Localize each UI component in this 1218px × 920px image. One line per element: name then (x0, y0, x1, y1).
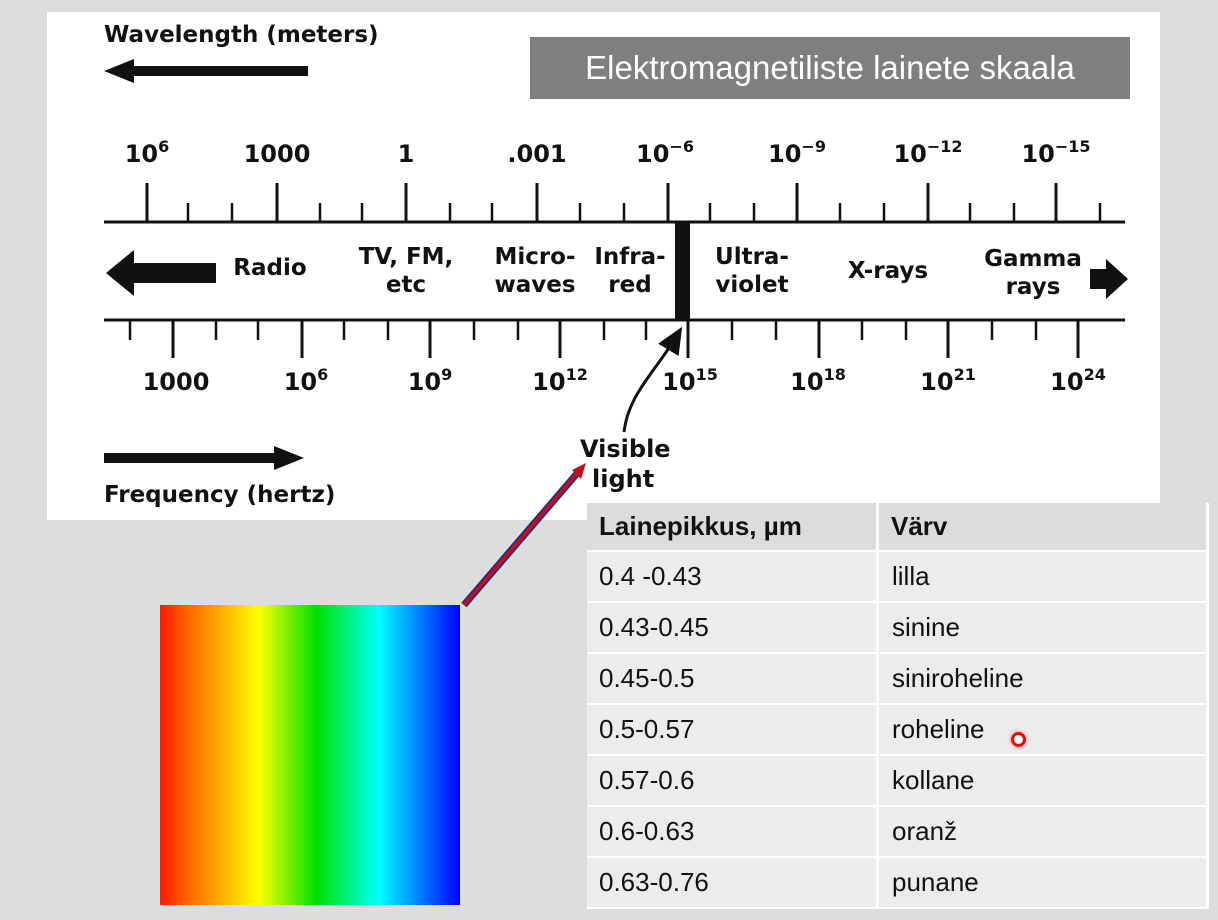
wavelength-direction-arrow (104, 59, 308, 83)
color-name-cell: sinine (877, 602, 1209, 654)
color-name-cell: oranž (877, 806, 1209, 858)
color-name-cell: punane (877, 857, 1209, 909)
column-header-wavelength: Lainepikkus, µm (587, 503, 879, 552)
left-arrow-icon (106, 250, 216, 296)
frequency-direction-arrow (104, 446, 304, 470)
wavelength-range-cell: 0.6-0.63 (587, 806, 879, 858)
table-row: 0.43-0.45 sinine (587, 602, 1209, 654)
wavelength-axis-label: Wavelength (meters) (104, 22, 379, 48)
color-name-cell: lilla (877, 551, 1209, 603)
frequency-axis-label: Frequency (hertz) (104, 482, 335, 508)
visible-spectrum-swatch (160, 605, 460, 905)
wavelength-range-cell: 0.4 -0.43 (587, 551, 879, 603)
band-label: TV, FM, etc (359, 244, 454, 298)
table-row: 0.5-0.57 roheline (587, 704, 1209, 756)
wavelength-range-cell: 0.57-0.6 (587, 755, 879, 807)
table-row: 0.4 -0.43 lilla (587, 551, 1209, 603)
frequency-tick-label: 1024 (1050, 365, 1106, 396)
table-row: 0.63-0.76 punane (587, 857, 1209, 909)
color-name-cell: siniroheline (877, 653, 1209, 705)
wavelength-tick-label: 106 (125, 137, 170, 168)
frequency-tick-label: 1000 (143, 368, 210, 396)
frequency-tick-label: 1021 (920, 365, 976, 396)
wavelength-tick-label: 10−15 (1021, 137, 1090, 168)
visible-light-band (675, 222, 690, 320)
right-arrow-icon (1090, 259, 1128, 299)
frequency-tick-label: 106 (284, 365, 329, 396)
wavelength-range-cell: 0.43-0.45 (587, 602, 879, 654)
wavelength-tick-label: 10−9 (768, 137, 826, 168)
band-label: Infra-red (594, 244, 665, 298)
slide-title: Elektromagnetiliste lainete skaala (530, 37, 1130, 99)
band-label: X-rays (848, 258, 928, 284)
color-name-cell: roheline (877, 704, 1209, 756)
frequency-tick-label: 1012 (532, 365, 588, 396)
wavelength-tick-label: .001 (507, 140, 566, 168)
band-label: Micro-waves (494, 244, 575, 298)
wavelength-tick-label: 1 (398, 140, 415, 168)
table-header-row: Lainepikkus, µm Värv (587, 503, 1209, 552)
wavelength-tick-label: 10−12 (893, 137, 962, 168)
visible-light-pointer-arrow (622, 326, 683, 433)
table-row: 0.57-0.6 kollane (587, 755, 1209, 807)
band-label: Ultra-violet (715, 244, 789, 298)
table-row: 0.45-0.5 siniroheline (587, 653, 1209, 705)
column-header-color: Värv (877, 503, 1209, 552)
wavelength-tick-label: 1000 (244, 140, 311, 168)
frequency-tick-label: 1015 (662, 365, 718, 396)
wavelength-range-cell: 0.63-0.76 (587, 857, 879, 909)
wavelength-range-cell: 0.5-0.57 (587, 704, 879, 756)
pointer-cursor-icon (1011, 732, 1026, 747)
wavelength-color-table: Lainepikkus, µm Värv 0.4 -0.43 lilla 0.43-… (587, 503, 1209, 909)
wavelength-tick-label: 10−6 (636, 137, 694, 168)
band-label: Radio (233, 255, 306, 281)
frequency-tick-label: 1018 (790, 365, 846, 396)
band-label: Gamma rays (984, 246, 1082, 300)
table-row: 0.6-0.63 oranž (587, 806, 1209, 858)
wavelength-range-cell: 0.45-0.5 (587, 653, 879, 705)
visible-light-label: Visible light (580, 435, 679, 493)
color-name-cell: kollane (877, 755, 1209, 807)
frequency-tick-label: 109 (408, 365, 453, 396)
